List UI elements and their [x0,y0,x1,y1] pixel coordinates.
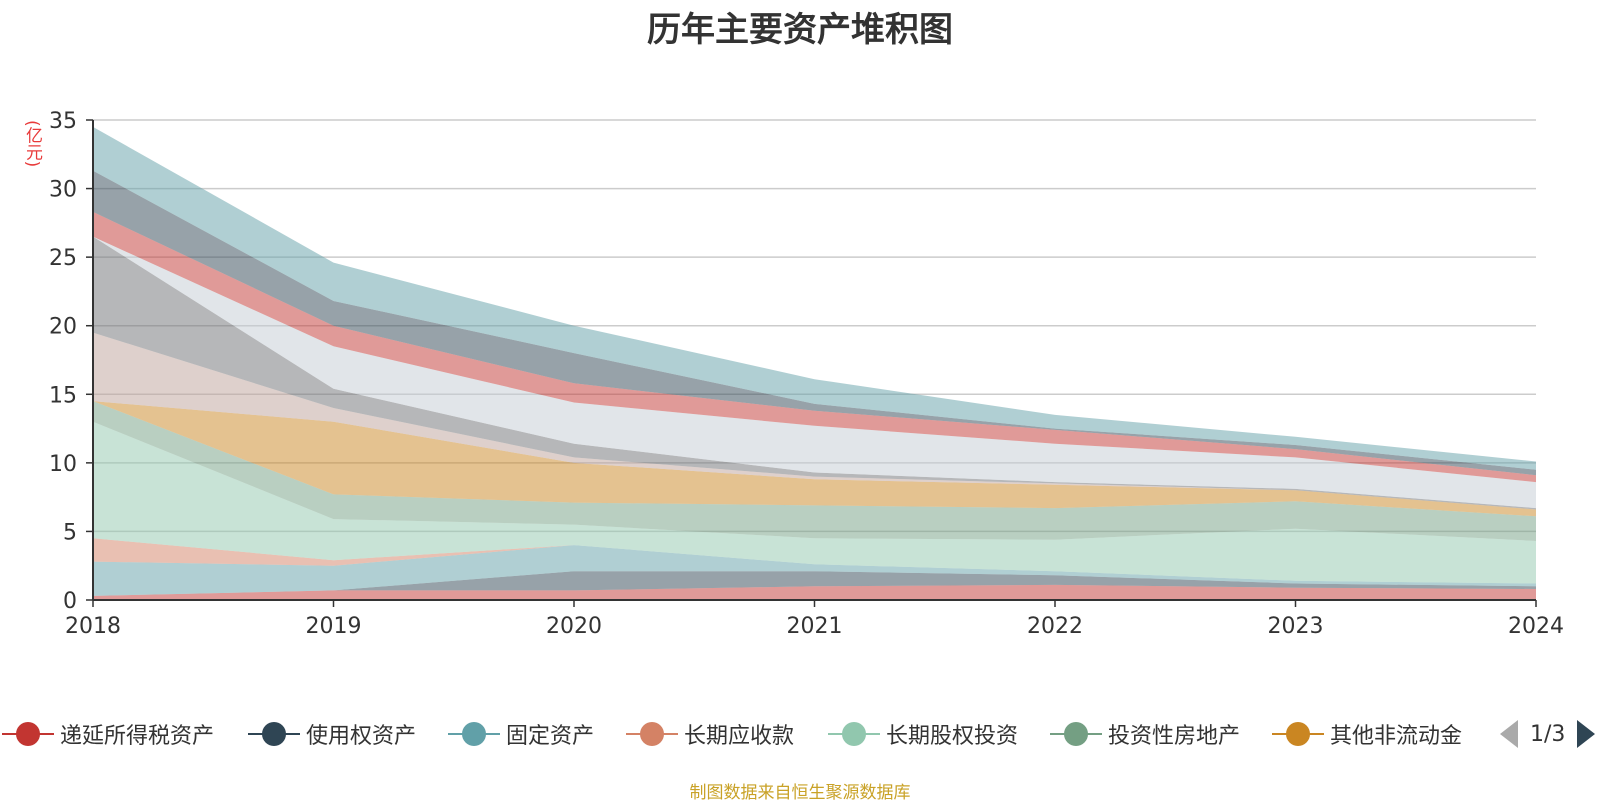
legend-item[interactable]: 长期股权投资 [828,712,1018,756]
x-tick-label: 2019 [306,614,362,639]
y-tick-label: 5 [63,520,77,545]
legend-swatch-icon [2,721,54,747]
y-tick-label: 10 [49,452,77,477]
legend-item[interactable]: 使用权资产 [248,712,416,756]
area-series-path [93,170,1536,476]
area-series-path [93,571,1536,596]
prev-page-icon[interactable] [1500,720,1518,748]
legend-page-indicator: 1/3 [1530,721,1566,747]
y-tick-label: 35 [49,109,77,134]
x-tick-label: 2023 [1268,614,1324,639]
axes: 0 5 10 15 20 25 30 35 2018 2019 2020 2021 2022 2023 20… [49,109,1564,639]
legend-item[interactable]: 递延所得税资产 [2,712,214,756]
legend-item[interactable]: 其他非流动金 [1272,712,1462,756]
y-tick-label: 25 [49,246,77,271]
legend-swatch-icon [828,721,880,747]
x-tick-label: 2022 [1027,614,1083,639]
area-series-path [93,126,1536,470]
legend-item[interactable]: 固定资产 [448,712,594,756]
legend-label: 其他非流动金 [1330,724,1463,749]
legend-swatch-icon [626,721,678,747]
next-page-icon[interactable] [1577,720,1596,748]
legend: 递延所得税资产 使用权资产 固定资产 长期应收款 长期股权投资 投资性房地产 [0,712,1600,756]
x-tick-label: 2024 [1508,614,1564,639]
area-series-path [93,211,1536,483]
area-series-path [93,236,1536,509]
chart-title: 历年主要资产堆积图 [647,10,953,50]
legend-swatch-icon [248,721,300,747]
legend-pager: 1/3 [1500,712,1596,756]
area-series-path [93,584,1536,600]
area-series-path [93,545,1536,596]
legend-item[interactable]: 投资性房地产 [1050,712,1240,756]
y-tick-label: 15 [49,383,77,408]
area-series-path [93,401,1536,517]
legend-swatch-icon [448,721,500,747]
x-tick-label: 2020 [546,614,602,639]
y-axis-unit-label: (亿元) [22,120,42,168]
legend-label: 固定资产 [506,724,595,749]
y-tick-label: 0 [63,589,77,614]
legend-label: 长期应收款 [684,724,795,749]
area-series [93,126,1536,600]
legend-swatch-icon [1272,721,1324,747]
legend-label: 使用权资产 [306,724,417,749]
legend-label: 长期股权投资 [886,724,1019,749]
legend-item[interactable]: 长期应收款 [626,712,794,756]
area-series-path [93,421,1536,584]
legend-label: 递延所得税资产 [60,724,215,749]
x-tick-label: 2021 [787,614,843,639]
area-series-path [93,538,1536,584]
stacked-area-chart: 0 5 10 15 20 25 30 35 2018 2019 2020 2021 2022 2023 20… [49,109,1564,639]
legend-label: 投资性房地产 [1108,724,1241,749]
area-series-path [93,401,1536,541]
y-tick-label: 20 [49,315,77,340]
legend-swatch-icon [1050,721,1102,747]
area-series-path [93,332,1536,510]
data-source-note: 制图数据来自恒生聚源数据库 [689,783,911,803]
x-tick-label: 2018 [65,614,121,639]
y-tick-label: 30 [49,178,77,203]
